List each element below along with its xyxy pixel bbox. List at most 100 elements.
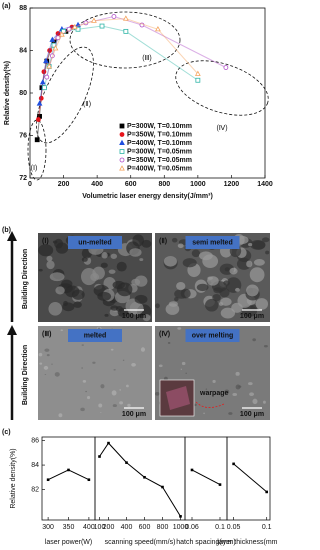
marker (36, 100, 43, 106)
marker (35, 117, 41, 122)
texture (132, 234, 145, 247)
texture (60, 329, 64, 332)
texture (129, 301, 144, 315)
series-line (47, 469, 90, 481)
caption-box (185, 236, 240, 249)
marker (143, 475, 146, 479)
marker (139, 22, 145, 28)
x-tick-label: 0.1 (215, 524, 225, 531)
marker (67, 468, 70, 472)
texture (44, 348, 50, 352)
marker (119, 132, 125, 137)
x-tick-label: 600 (139, 524, 151, 531)
texture (235, 287, 240, 292)
marker (75, 26, 81, 32)
scale-label: 100 μm (240, 411, 264, 418)
image-caption: melted (84, 332, 107, 339)
texture (252, 398, 258, 405)
direction-label: Building Direction (22, 345, 29, 405)
texture (196, 283, 209, 292)
marker (190, 468, 194, 472)
texture (110, 253, 118, 259)
texture (220, 307, 236, 319)
marker (99, 23, 105, 29)
y-tick-label: 72 (19, 175, 27, 182)
caption-box (185, 329, 240, 342)
scale-label: 100 μm (122, 313, 146, 320)
texture (238, 385, 242, 388)
marker (61, 28, 66, 34)
ellipses (27, 11, 269, 181)
texture (98, 403, 103, 408)
legend-label: P=400W, T=0.05mm (127, 165, 192, 172)
image-label: (Ⅱ) (159, 237, 167, 245)
texture (81, 257, 88, 262)
marker (91, 17, 97, 23)
texture (48, 302, 63, 316)
texture (140, 347, 146, 352)
marker (34, 137, 40, 143)
texture (54, 372, 60, 377)
marker (49, 36, 56, 42)
figure: (a) 0 200 400 600 800 1000 1200 1400 72 76 80 84 88 Vo… (2, 3, 277, 546)
x-tick-label: 1400 (257, 181, 273, 188)
texture (101, 251, 108, 259)
panel-label: (a) (2, 3, 11, 10)
marker (119, 157, 125, 163)
texture (82, 379, 87, 383)
scale-label: 100 μm (240, 313, 264, 320)
annotation: (Ⅰ) (31, 165, 38, 172)
texture (224, 267, 230, 272)
marker (161, 485, 164, 489)
annotation: (Ⅳ) (216, 125, 227, 132)
texture (261, 237, 270, 243)
texture (252, 240, 266, 250)
texture (265, 250, 270, 255)
x-tick-label: 1200 (224, 181, 240, 188)
marker (179, 515, 182, 518)
texture (125, 384, 129, 388)
marker (66, 26, 72, 32)
caption-box (68, 329, 122, 342)
texture (142, 314, 151, 322)
texture (44, 373, 47, 375)
image-label: (Ⅰ) (42, 237, 49, 245)
x-tick-label: 400 (121, 524, 133, 531)
x-axis-title: scanning speed(mm/s) (105, 539, 176, 546)
x-tick-label: 0.1 (262, 524, 272, 531)
texture (61, 279, 73, 288)
texture (81, 367, 84, 369)
region-ellipse (175, 60, 269, 116)
texture (167, 342, 171, 344)
texture (100, 262, 108, 268)
texture (80, 407, 85, 412)
panel-label: (b) (2, 227, 11, 234)
texture (163, 256, 177, 267)
texture (205, 388, 208, 390)
marker (122, 15, 129, 21)
texture (122, 359, 125, 362)
x-tick-label: 300 (42, 524, 54, 531)
y-tick-label: 84 (19, 47, 27, 54)
texture (263, 400, 266, 404)
series-line (233, 463, 268, 493)
texture (63, 300, 68, 306)
legend-label: P=300W, T=0.10mm (127, 123, 192, 130)
texture (249, 267, 265, 283)
texture (203, 412, 205, 415)
texture (212, 379, 216, 383)
texture (246, 284, 259, 297)
texture (110, 348, 114, 351)
texture (253, 259, 265, 266)
marker (119, 123, 125, 129)
texture (116, 261, 127, 272)
texture (134, 294, 148, 304)
texture (92, 266, 105, 280)
marker (51, 42, 57, 48)
texture (141, 239, 152, 248)
image-caption: over melting (192, 332, 234, 339)
legend-label: P=350W, T=0.10mm (127, 131, 192, 138)
marker (41, 69, 47, 75)
region-ellipse (27, 119, 47, 181)
texture (171, 237, 178, 243)
